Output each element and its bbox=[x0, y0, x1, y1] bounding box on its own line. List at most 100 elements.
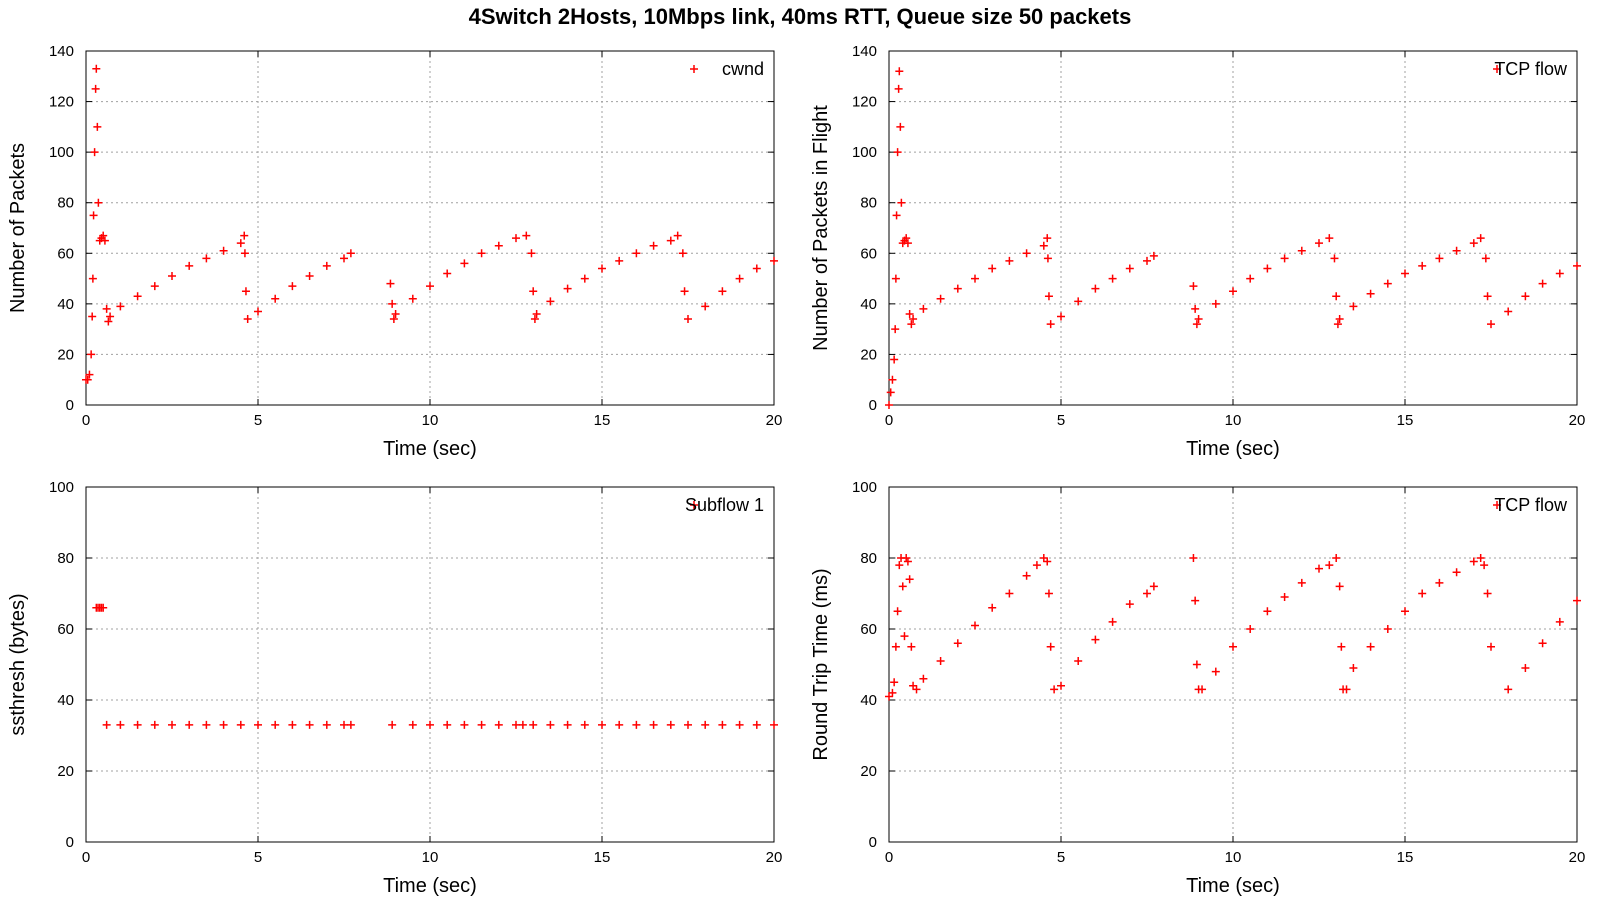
data-point bbox=[718, 287, 727, 296]
y-tick-label: 0 bbox=[66, 397, 74, 414]
data-point bbox=[1005, 256, 1014, 265]
data-point bbox=[168, 720, 176, 729]
data-point bbox=[902, 234, 911, 243]
data-point bbox=[770, 256, 778, 265]
data-point bbox=[905, 575, 914, 584]
data-point bbox=[1043, 557, 1052, 566]
data-point bbox=[1469, 557, 1478, 566]
y-tick-label: 80 bbox=[860, 195, 877, 212]
data-point bbox=[1108, 617, 1117, 626]
data-point bbox=[88, 312, 97, 321]
data-point bbox=[1229, 642, 1237, 651]
data-point bbox=[1337, 642, 1346, 651]
data-point bbox=[680, 287, 689, 296]
data-point bbox=[891, 274, 900, 283]
y-tick-label: 20 bbox=[57, 763, 74, 780]
data-point bbox=[93, 122, 102, 131]
data-point bbox=[598, 720, 606, 729]
y-axis-label: Number of Packets bbox=[7, 143, 29, 313]
data-point bbox=[1330, 254, 1339, 263]
data-point bbox=[104, 317, 113, 326]
data-point bbox=[305, 272, 314, 281]
x-tick-label: 0 bbox=[82, 849, 90, 866]
data-point bbox=[1487, 642, 1495, 651]
data-point bbox=[529, 720, 538, 729]
chart-ssthresh: 0 5 10 15 20 0 20 40 60 80 100 Time (sec) ssthresh (… bbox=[7, 479, 782, 897]
data-point bbox=[1332, 554, 1341, 562]
data-point bbox=[666, 236, 675, 245]
data-point bbox=[102, 304, 111, 313]
data-point bbox=[546, 720, 555, 729]
y-tick-label: 80 bbox=[57, 195, 74, 212]
data-point bbox=[530, 315, 539, 324]
data-point bbox=[1191, 596, 1200, 605]
x-tick-label: 10 bbox=[1225, 412, 1242, 429]
data-point bbox=[885, 692, 893, 701]
data-point bbox=[1198, 685, 1207, 694]
y-tick-label: 0 bbox=[66, 834, 74, 851]
data-point bbox=[898, 582, 907, 591]
data-point bbox=[408, 294, 417, 303]
data-point bbox=[1401, 269, 1409, 278]
data-point bbox=[527, 249, 536, 258]
data-point bbox=[1149, 251, 1158, 260]
data-point bbox=[1452, 568, 1461, 577]
data-point bbox=[1383, 279, 1392, 288]
data-point bbox=[1573, 596, 1581, 605]
x-tick-label: 10 bbox=[1225, 849, 1242, 866]
data-point bbox=[1091, 284, 1100, 293]
data-point bbox=[91, 84, 100, 93]
x-tick-label: 20 bbox=[1569, 412, 1586, 429]
data-point bbox=[99, 603, 108, 612]
data-point bbox=[99, 231, 108, 240]
y-axis-label: ssthresh (bytes) bbox=[7, 593, 29, 735]
data-point bbox=[563, 720, 572, 729]
y-tick-label: 60 bbox=[860, 621, 877, 638]
data-point bbox=[236, 720, 245, 729]
x-tick-label: 5 bbox=[1057, 849, 1065, 866]
data-point bbox=[1297, 246, 1306, 255]
data-point bbox=[903, 557, 912, 566]
data-point bbox=[1349, 664, 1358, 673]
data-point bbox=[116, 720, 125, 729]
legend-marker bbox=[1493, 501, 1501, 509]
x-tick-label: 15 bbox=[594, 412, 611, 429]
data-point bbox=[92, 64, 101, 73]
data-point bbox=[1469, 239, 1478, 248]
data-point bbox=[666, 720, 675, 729]
figure-title: 4Switch 2Hosts, 10Mbps link, 40ms RTT, Q… bbox=[468, 4, 1132, 29]
data-point bbox=[241, 287, 250, 296]
data-point bbox=[494, 720, 503, 729]
data-point bbox=[168, 272, 176, 281]
data-point bbox=[1043, 234, 1052, 243]
data-point bbox=[100, 236, 109, 245]
data-point bbox=[1189, 282, 1198, 291]
data-point bbox=[1366, 642, 1375, 651]
y-axis-label: Round Trip Time (ms) bbox=[810, 568, 832, 760]
data-point bbox=[1342, 685, 1351, 694]
data-point bbox=[673, 231, 682, 240]
data-point bbox=[893, 148, 902, 157]
data-point bbox=[1487, 320, 1495, 329]
data-point bbox=[1246, 625, 1255, 633]
y-tick-label: 40 bbox=[57, 296, 74, 313]
data-point bbox=[1315, 564, 1323, 573]
data-point bbox=[919, 304, 928, 313]
legend-marker bbox=[690, 65, 698, 73]
data-point bbox=[460, 720, 469, 729]
data-point bbox=[1538, 279, 1547, 288]
y-tick-label: 100 bbox=[49, 479, 74, 496]
data-point bbox=[1039, 241, 1048, 250]
data-point bbox=[580, 720, 589, 729]
data-point bbox=[240, 231, 249, 240]
x-tick-label: 15 bbox=[594, 849, 611, 866]
data-point bbox=[518, 720, 527, 729]
y-tick-label: 20 bbox=[860, 346, 877, 363]
data-point bbox=[1263, 607, 1272, 616]
data-point bbox=[953, 284, 962, 293]
data-point bbox=[202, 720, 211, 729]
data-point bbox=[389, 315, 398, 324]
data-point bbox=[1280, 593, 1289, 602]
data-point bbox=[971, 274, 979, 283]
y-tick-label: 20 bbox=[860, 763, 877, 780]
